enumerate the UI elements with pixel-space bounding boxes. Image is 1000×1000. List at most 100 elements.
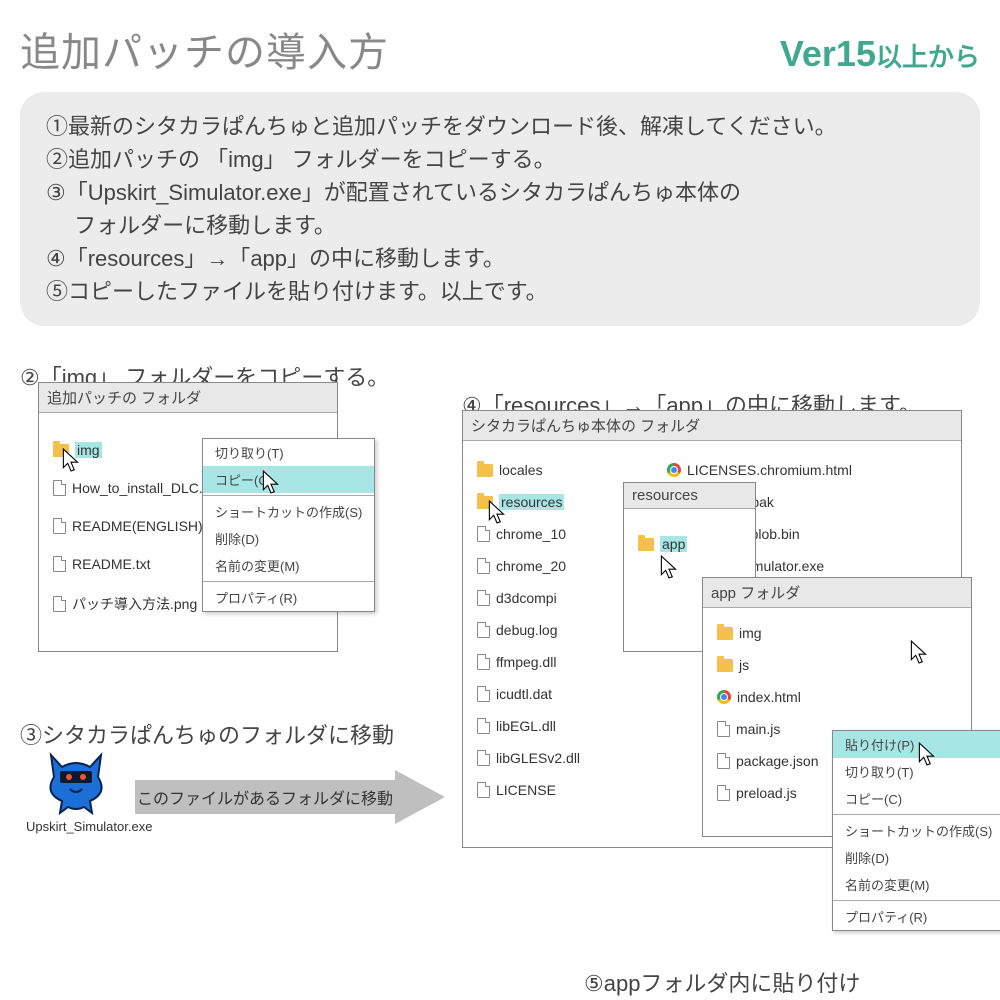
file-icon [477,782,490,798]
step-4: ④「resources」→「app」の中に移動します。 [46,242,954,275]
instructions-box: ①最新のシタカラぱんちゅと追加パッチをダウンロード後、解凍してください。 ②追加… [20,92,980,326]
file-row[interactable]: LICENSES.chromium.html [665,459,949,481]
step-2: ②追加パッチの 「img」 フォルダーをコピーする。 [46,143,954,176]
version-main: Ver15 [780,33,876,74]
file-icon [53,596,66,612]
window-title: resources [624,483,755,509]
file-label: パッチ導入方法.png [72,594,197,614]
menu-item[interactable]: プロパティ(R) [203,584,374,611]
menu-item[interactable]: 削除(D) [203,525,374,552]
context-menu-paste: 貼り付け(P)切り取り(T)コピー(C) ショートカットの作成(S)削除(D)名前… [832,730,1000,931]
menu-item[interactable]: 切り取り(T) [833,758,1000,785]
file-icon [53,480,66,496]
folder-icon [477,496,493,509]
file-icon [477,622,490,638]
file-row[interactable]: LICENSE [475,779,625,801]
file-row[interactable]: chrome_10 [475,523,625,545]
menu-separator [203,495,374,496]
file-label: icudtl.dat [496,686,552,702]
file-label: preload.js [736,785,797,801]
file-row[interactable]: js [715,654,959,676]
context-menu-copy: 切り取り(T)コピー(C) ショートカットの作成(S)削除(D)名前の変更(M) プ… [202,438,375,612]
file-label: libEGL.dll [496,718,556,734]
file-label: debug.log [496,622,558,638]
folder-icon [53,444,69,457]
file-label: LICENSES.chromium.html [687,462,852,478]
file-row[interactable]: index.html [715,686,959,708]
menu-separator [203,581,374,582]
menu-item[interactable]: コピー(C) [203,466,374,493]
file-label: js [739,657,749,673]
menu-item[interactable]: ショートカットの作成(S) [833,817,1000,844]
file-icon [717,721,730,737]
file-icon [717,785,730,801]
folder-icon [717,659,733,672]
menu-separator [833,814,1000,815]
file-row[interactable]: chrome_20 [475,555,625,577]
file-row[interactable]: img [715,622,959,644]
menu-item[interactable]: プロパティ(R) [833,903,1000,930]
label-step-5: ⑤appフォルダ内に貼り付け [584,966,860,998]
file-label: README.txt [72,556,151,572]
file-row[interactable]: app [636,533,743,555]
chrome-icon [667,463,681,477]
file-label: ffmpeg.dll [496,654,556,670]
file-label: package.json [736,753,819,769]
file-label: d3dcompi [496,590,557,606]
file-row[interactable]: resources [475,491,625,513]
file-icon [477,750,490,766]
file-label: main.js [736,721,780,737]
file-label: How_to_install_DLC.jpg [72,480,221,496]
menu-item[interactable]: 切り取り(T) [203,439,374,466]
menu-item[interactable]: ショートカットの作成(S) [203,498,374,525]
file-icon [477,686,490,702]
file-row[interactable]: libGLESv2.dll [475,747,625,769]
file-label: README(ENGLISH).txt [72,518,221,534]
window-title: app フォルダ [703,578,971,608]
file-row[interactable]: d3dcompi [475,587,625,609]
window-title: 追加パッチの フォルダ [39,383,337,413]
file-icon [477,718,490,734]
file-row[interactable]: icudtl.dat [475,683,625,705]
file-label: LICENSE [496,782,556,798]
file-label: chrome_10 [496,526,566,542]
menu-item[interactable]: 貼り付け(P) [833,731,1000,758]
version-badge: Ver15以上から [780,33,980,75]
file-row[interactable]: libEGL.dll [475,715,625,737]
menu-separator [833,900,1000,901]
menu-item[interactable]: 名前の変更(M) [203,552,374,579]
file-label: img [75,442,102,458]
arrow-label: このファイルがあるフォルダに移動 [137,785,393,809]
chrome-icon [717,690,731,704]
move-arrow: このファイルがあるフォルダに移動 [135,770,445,824]
file-icon [53,556,66,572]
step-1: ①最新のシタカラぱんちゅと追加パッチをダウンロード後、解凍してください。 [46,110,954,143]
step-3a: ③「Upskirt_Simulator.exe」が配置されているシタカラぱんちゅ… [46,176,954,209]
file-label: libGLESv2.dll [496,750,580,766]
file-label: resources [499,494,564,510]
file-icon [477,526,490,542]
window-title: シタカラぱんちゅ本体の フォルダ [463,411,961,441]
file-icon [477,654,490,670]
file-row[interactable]: ffmpeg.dll [475,651,625,673]
file-icon [477,590,490,606]
exe-icon-block: Upskirt_Simulator.exe [26,745,126,834]
folder-icon [717,627,733,640]
page-title: 追加パッチの導入方 [20,20,389,78]
file-label: chrome_20 [496,558,566,574]
folder-icon [638,538,654,551]
exe-caption: Upskirt_Simulator.exe [26,820,126,834]
window-body: app [624,509,755,573]
cat-icon [36,745,116,817]
menu-item[interactable]: 削除(D) [833,844,1000,871]
menu-item[interactable]: コピー(C) [833,785,1000,812]
header: 追加パッチの導入方 Ver15以上から [20,20,980,78]
file-row[interactable]: debug.log [475,619,625,641]
file-label: locales [499,462,543,478]
file-icon [477,558,490,574]
file-row[interactable]: locales [475,459,625,481]
file-label: app [660,536,687,552]
menu-item[interactable]: 名前の変更(M) [833,871,1000,898]
step-3b: フォルダーに移動します。 [46,209,954,242]
folder-icon [477,464,493,477]
